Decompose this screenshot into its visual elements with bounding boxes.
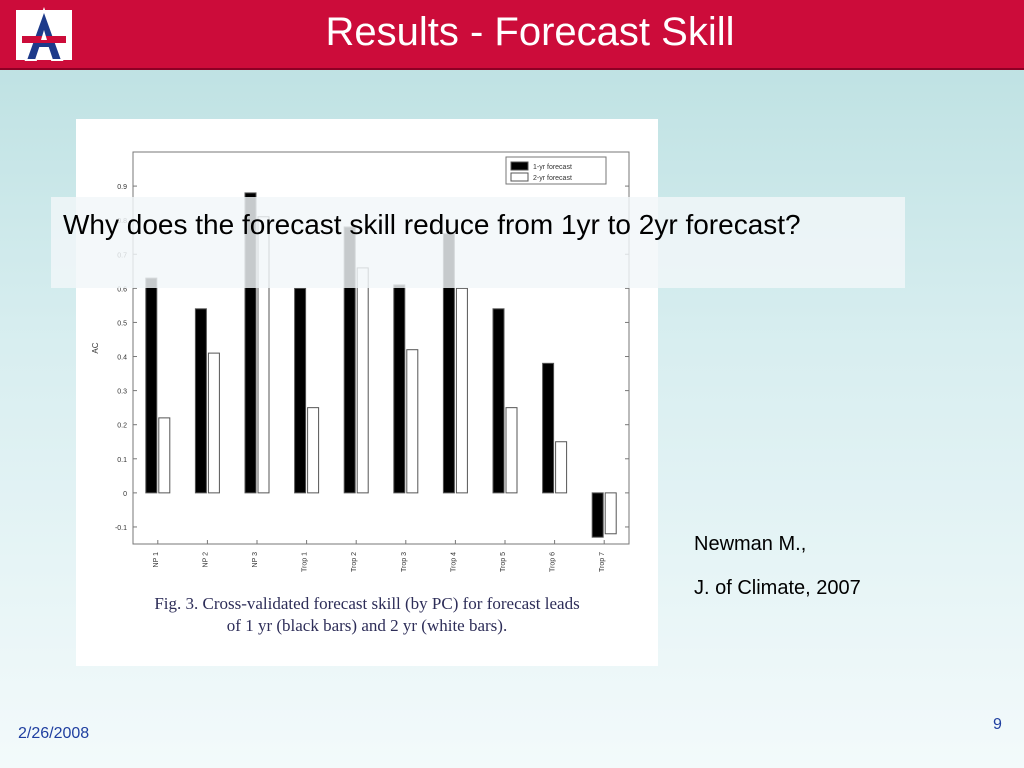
page-number: 9 [993, 716, 1002, 733]
question-box: Why does the forecast skill reduce from … [51, 197, 905, 288]
x-tick-label: NP 3 [252, 552, 259, 568]
figure-caption-line-1: Fig. 3. Cross-validated forecast skill (… [154, 594, 580, 613]
y-tick-label: 0.9 [117, 184, 127, 191]
bar-2yr [406, 349, 419, 494]
x-tick-label: Trop 7 [599, 552, 606, 572]
bar-2yr [604, 492, 617, 535]
slide-title: Results - Forecast Skill [325, 10, 735, 54]
citation-journal: J. of Climate, 2007 [694, 577, 861, 599]
bar-1yr [591, 492, 604, 538]
x-tick-label: Trop 4 [450, 552, 457, 572]
question-text: Why does the forecast skill reduce from … [63, 209, 801, 240]
x-tick-label: Trop 2 [351, 552, 358, 572]
bar-2yr [505, 407, 518, 494]
bar-1yr [542, 362, 555, 494]
title-bar: Results - Forecast Skill [0, 0, 1024, 70]
x-tick-label: Trop 6 [550, 552, 557, 572]
university-logo [16, 7, 72, 61]
x-tick-label: Trop 3 [401, 552, 408, 572]
y-tick-label: 0.6 [117, 286, 127, 293]
y-tick-label: 0.2 [117, 423, 127, 430]
bar-1yr [145, 277, 158, 494]
y-tick-label: 0.3 [117, 389, 127, 396]
y-tick-label: 0.5 [117, 320, 127, 327]
x-tick-label: NP 1 [153, 552, 160, 568]
x-tick-label: NP 2 [202, 552, 209, 568]
bar-2yr [307, 407, 320, 494]
bar-1yr [244, 192, 257, 494]
x-tick-label: Trop 1 [302, 552, 309, 572]
legend-label: 1-yr forecast [533, 164, 572, 171]
figure-caption-line-2: of 1 yr (black bars) and 2 yr (white bar… [226, 616, 508, 635]
legend-swatch [510, 161, 529, 171]
y-tick-label: 0.4 [117, 355, 127, 362]
bar-1yr [492, 308, 505, 494]
bar-1yr [194, 308, 207, 494]
citation-author: Newman M., [694, 533, 807, 555]
bar-1yr [294, 287, 307, 494]
y-axis-label: AC [91, 342, 100, 353]
y-tick-label: 0 [123, 491, 127, 498]
bar-2yr [455, 287, 468, 494]
bar-2yr [158, 417, 171, 494]
figure-caption: Fig. 3. Cross-validated forecast skill (… [76, 593, 658, 637]
y-tick-label: -0.1 [115, 525, 127, 532]
bar-1yr [393, 284, 406, 494]
legend-swatch [510, 172, 529, 182]
x-tick-label: Trop 5 [500, 552, 507, 572]
legend-label: 2-yr forecast [533, 175, 572, 182]
plot-frame [132, 151, 630, 545]
bar-2yr [555, 441, 568, 494]
bar-2yr [207, 352, 220, 494]
bar-2yr [356, 267, 369, 494]
y-tick-label: 0.1 [117, 457, 127, 464]
slide-date: 2/26/2008 [18, 725, 90, 742]
